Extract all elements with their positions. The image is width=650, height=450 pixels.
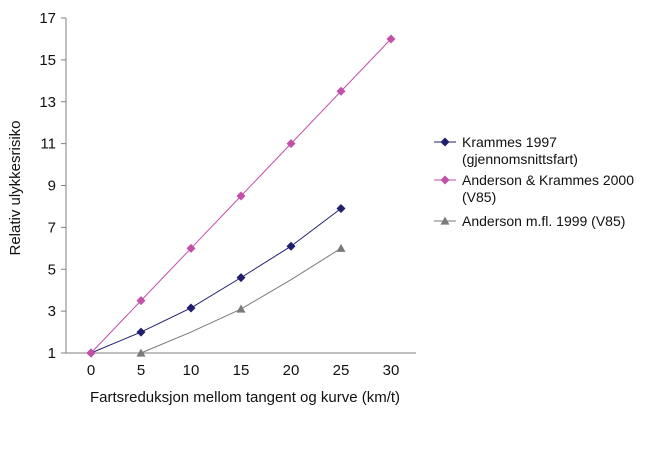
data-point-0-2 — [186, 303, 196, 313]
y-tick-label: 9 — [48, 178, 56, 195]
y-tick-label: 1 — [48, 345, 56, 362]
data-point-1-5 — [336, 86, 346, 96]
x-tick-label: 15 — [233, 362, 250, 379]
data-point-1-6 — [386, 34, 396, 44]
x-axis-title: Fartsreduksjon mellom tangent og kurve (… — [90, 389, 400, 406]
data-point-0-4 — [286, 241, 296, 251]
y-axis-title: Relativ ulykkesrisiko — [7, 120, 24, 255]
x-tick-label: 0 — [87, 362, 95, 379]
legend-entry-0-line-1: (gjennomsnittsfart) — [462, 151, 578, 167]
y-tick-label: 17 — [39, 10, 56, 27]
x-tick-label: 20 — [283, 362, 300, 379]
y-tick-label: 5 — [48, 261, 56, 278]
x-tick-label: 30 — [383, 362, 400, 379]
legend-marker-1 — [440, 175, 450, 185]
y-tick-label: 7 — [48, 219, 56, 236]
data-point-2-2 — [236, 304, 246, 313]
data-point-1-1 — [136, 296, 146, 306]
legend-entry-1-line-1: (V85) — [462, 189, 496, 205]
legend: Krammes 1997(gjennomsnittsfart) Anderson … — [434, 134, 634, 229]
legend-marker-0 — [440, 137, 450, 147]
x-tick-label: 10 — [183, 362, 200, 379]
x-axis-ticks: 0 5 10 15 20 25 30 — [87, 362, 400, 379]
data-point-1-2 — [186, 243, 196, 253]
y-tick-label: 3 — [48, 303, 56, 320]
legend-entry-1-line-0: Anderson & Krammes 2000 — [462, 172, 634, 188]
x-tick-label: 25 — [333, 362, 350, 379]
series-line-2 — [140, 247, 342, 354]
y-tick-label: 11 — [40, 136, 56, 153]
series-line-0 — [90, 208, 342, 354]
legend-entry-0-line-0: Krammes 1997 — [462, 134, 557, 150]
y-tick-label: 13 — [39, 94, 56, 111]
data-point-0-1 — [136, 327, 146, 337]
data-point-0-3 — [236, 273, 246, 283]
data-point-1-4 — [286, 139, 296, 149]
data-point-2-4 — [336, 243, 346, 252]
data-point-1-3 — [236, 191, 246, 201]
data-point-2-0 — [136, 348, 146, 357]
x-tick-label: 5 — [137, 362, 145, 379]
legend-entry-2-line-0: Anderson m.fl. 1999 (V85) — [462, 213, 625, 229]
data-point-1-0 — [86, 348, 96, 358]
y-tick-label: 15 — [39, 52, 56, 69]
data-point-0-5 — [336, 204, 346, 214]
legend-marker-2 — [440, 216, 450, 225]
series-markers — [86, 34, 396, 358]
